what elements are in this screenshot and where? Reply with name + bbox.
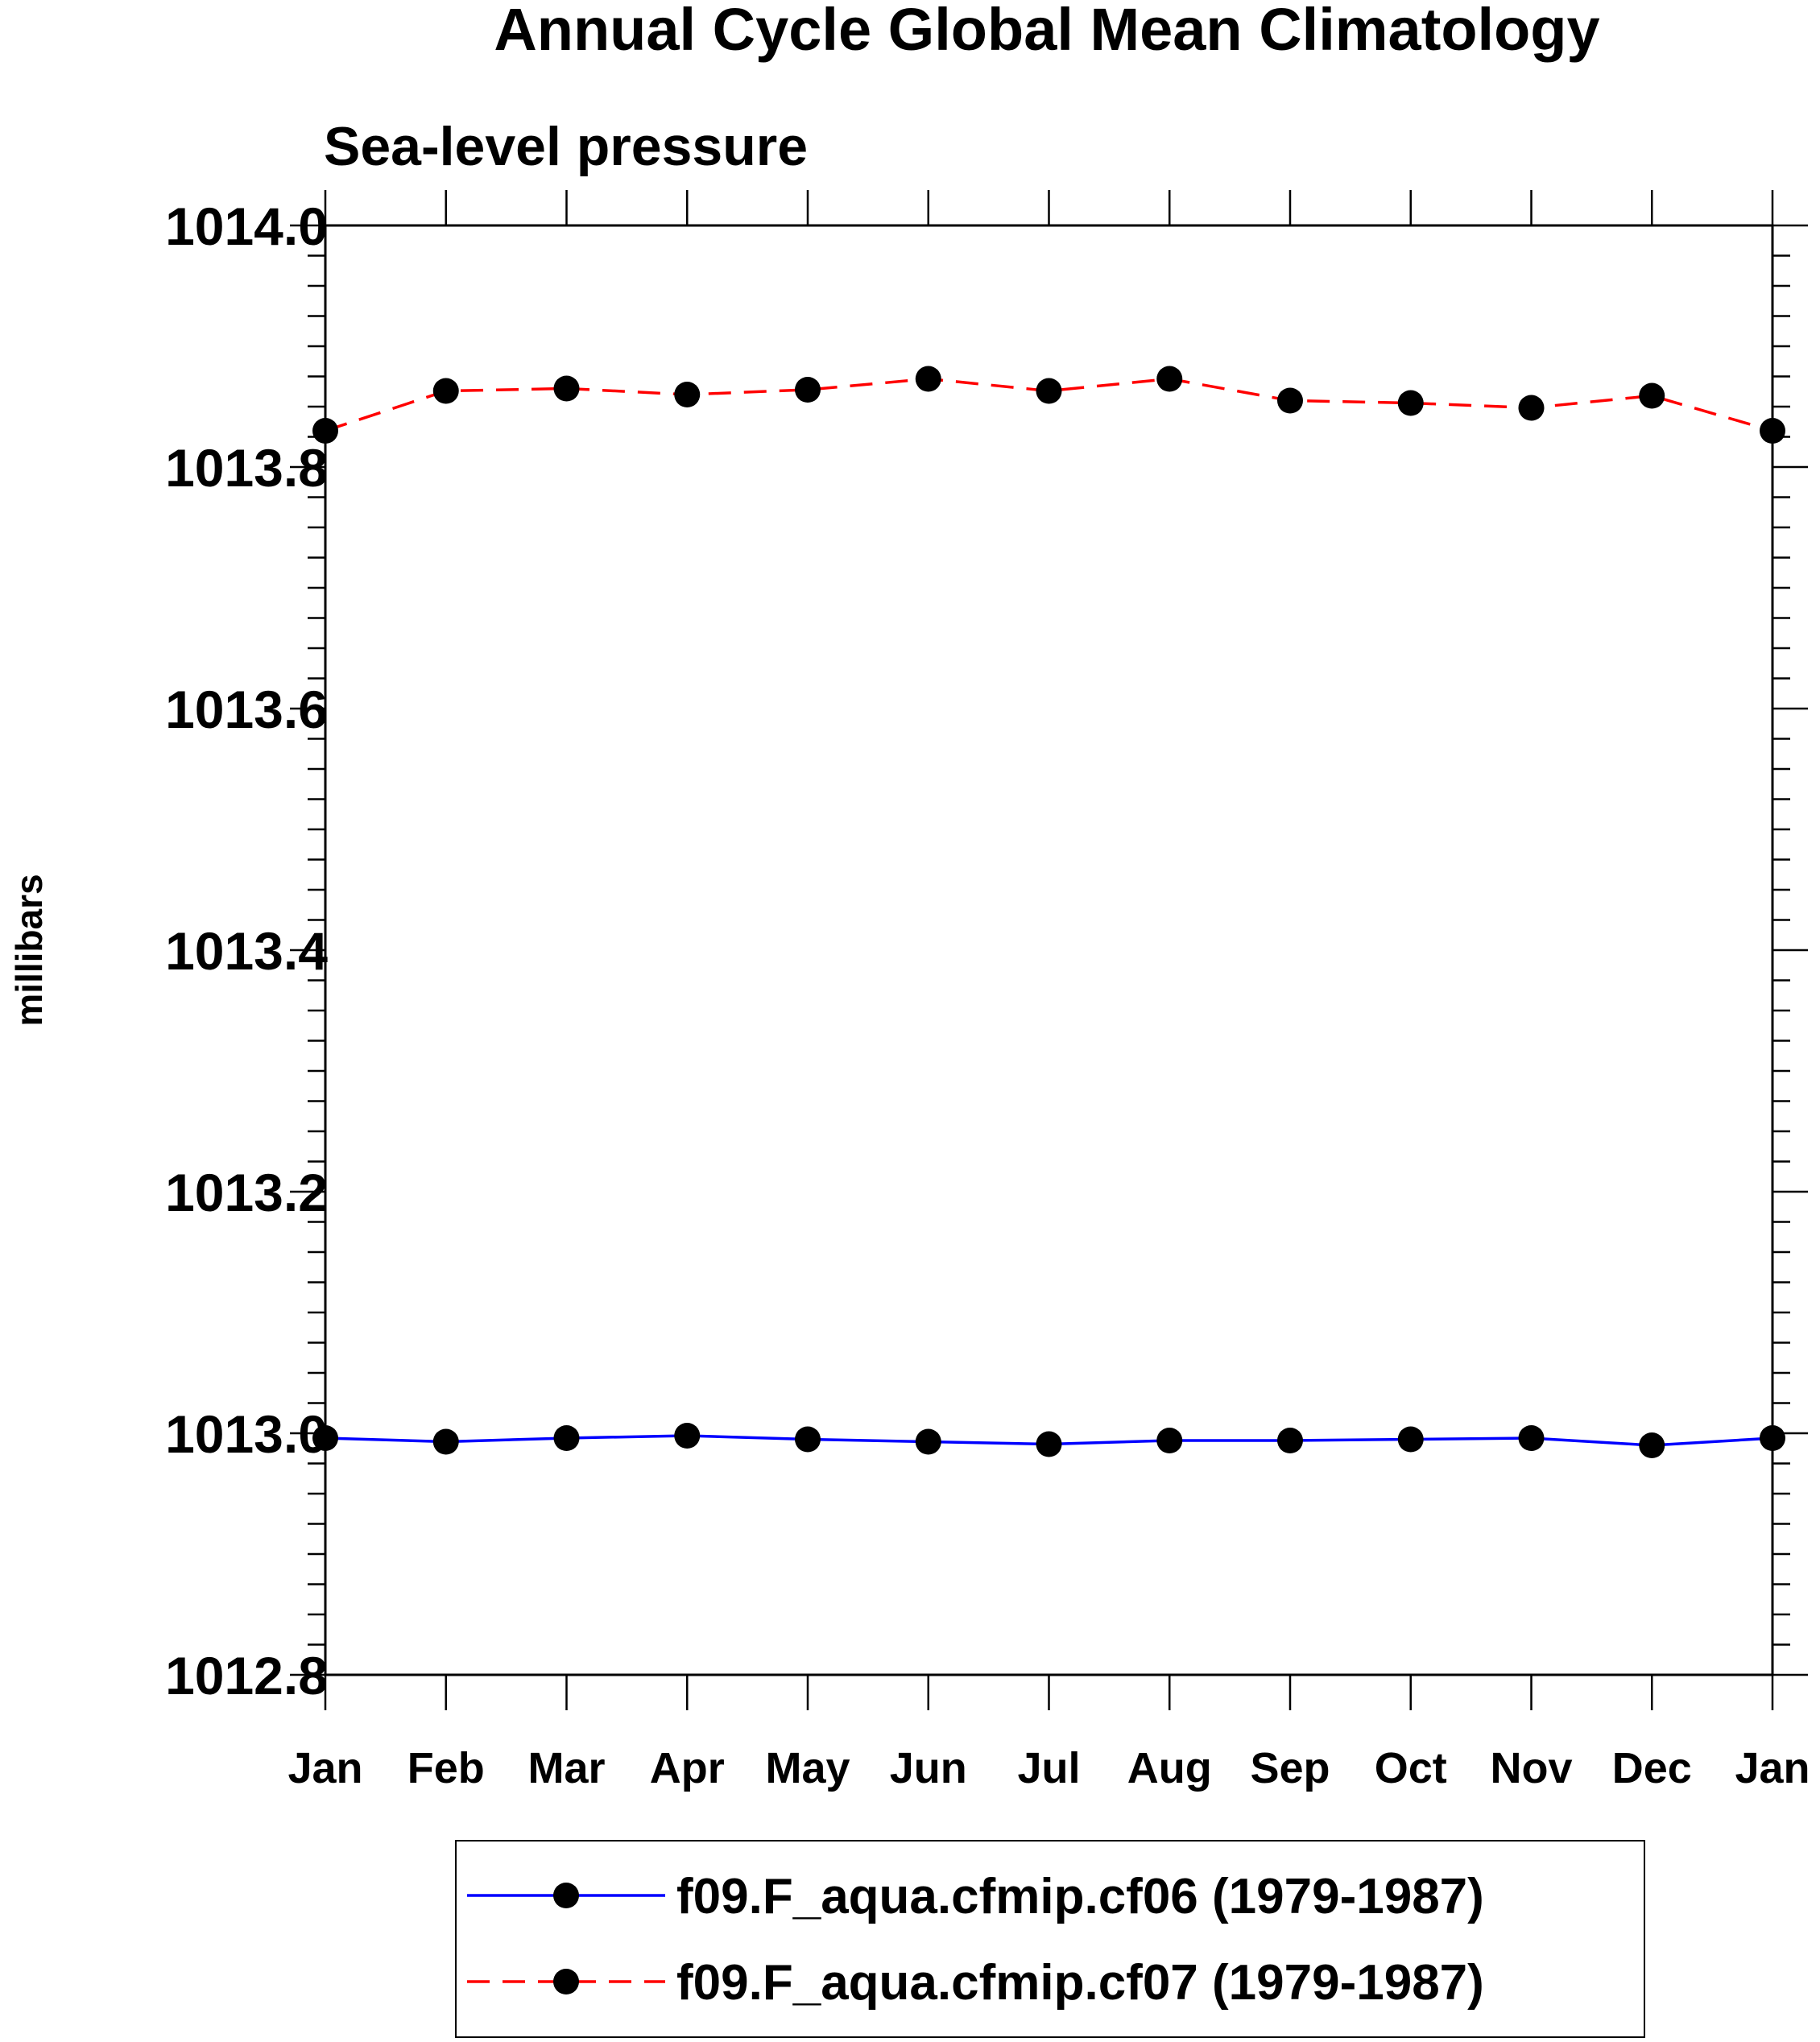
legend-label: f09.F_aqua.cfmip.cf06 (1979-1987) (676, 1869, 1484, 1924)
data-point (1156, 1428, 1183, 1453)
y-tick-label: 1012.8 (165, 1646, 328, 1705)
data-point (1397, 390, 1424, 416)
legend-item: f09.F_aqua.cfmip.cf06 (1979-1987) (467, 1869, 1484, 1924)
x-axis-ticks (324, 190, 1774, 1710)
data-point (795, 1426, 821, 1453)
y-axis-ticks (290, 224, 1808, 1676)
data-point (1518, 1425, 1545, 1451)
data-point (1277, 387, 1303, 414)
data-point (1156, 366, 1183, 392)
x-tick-label: Nov (1490, 1744, 1572, 1792)
data-point (1760, 1425, 1785, 1451)
data-point (915, 366, 941, 392)
x-tick-label: Oct (1375, 1744, 1447, 1792)
y-tick-label: 1013.2 (165, 1163, 328, 1222)
data-point (553, 1425, 580, 1451)
chart-subtitle: Sea-level pressure (324, 116, 808, 177)
legend-label: f09.F_aqua.cfmip.cf07 (1979-1987) (676, 1955, 1484, 2011)
data-point (432, 1428, 459, 1455)
series-layer (312, 366, 1785, 1458)
data-point (1639, 1432, 1665, 1458)
legend-marker (553, 1969, 579, 1994)
x-tick-label: Apr (650, 1744, 725, 1792)
data-point (674, 382, 701, 407)
chart-title: Annual Cycle Global Mean Climatology (494, 0, 1599, 63)
x-axis-tick-labels: Jan Feb Mar Apr May Jun Jul Aug Sep Oct Nov Dec Jan (287, 1744, 1810, 1792)
data-point (1277, 1428, 1303, 1453)
x-tick-label: Jun (890, 1744, 967, 1792)
data-point (674, 1423, 701, 1449)
plot-frame (324, 224, 1774, 1676)
y-tick-label: 1013.4 (165, 921, 328, 981)
x-tick-label: Dec (1612, 1744, 1692, 1792)
x-tick-label: Jul (1017, 1744, 1080, 1792)
x-tick-label: Jan (287, 1744, 362, 1792)
data-point (312, 418, 338, 444)
series (312, 366, 1785, 444)
x-tick-label: Aug (1127, 1744, 1212, 1792)
y-tick-label: 1014.0 (165, 196, 328, 256)
data-point (915, 1428, 941, 1455)
y-axis-label: millibars (8, 874, 50, 1026)
data-point (432, 378, 459, 404)
legend-marker (553, 1883, 579, 1908)
data-point (1639, 382, 1665, 409)
x-tick-label: Feb (407, 1744, 485, 1792)
data-point (553, 375, 580, 402)
data-point (312, 1425, 338, 1451)
data-point (1760, 418, 1785, 444)
series (312, 1423, 1785, 1458)
data-point (795, 377, 821, 403)
x-tick-label: Sep (1250, 1744, 1330, 1792)
x-tick-label: May (765, 1744, 850, 1792)
data-point (1397, 1426, 1424, 1453)
y-tick-label: 1013.0 (165, 1404, 328, 1464)
legend-box (455, 1840, 1645, 2038)
x-tick-label: Mar (527, 1744, 605, 1792)
legend-item: f09.F_aqua.cfmip.cf07 (1979-1987) (467, 1955, 1484, 2011)
legend: f09.F_aqua.cfmip.cf06 (1979-1987) f09.F_a… (455, 1840, 1645, 2038)
y-tick-label: 1013.6 (165, 680, 328, 739)
y-axis-tick-labels: 1012.8 1013.0 1013.2 1013.4 1013.6 1013.8 1014… (165, 196, 328, 1705)
x-tick-label: Jan (1735, 1744, 1810, 1792)
y-tick-label: 1013.8 (165, 438, 328, 498)
data-point (1036, 378, 1062, 404)
data-point (1036, 1431, 1062, 1457)
data-point (1518, 395, 1545, 421)
